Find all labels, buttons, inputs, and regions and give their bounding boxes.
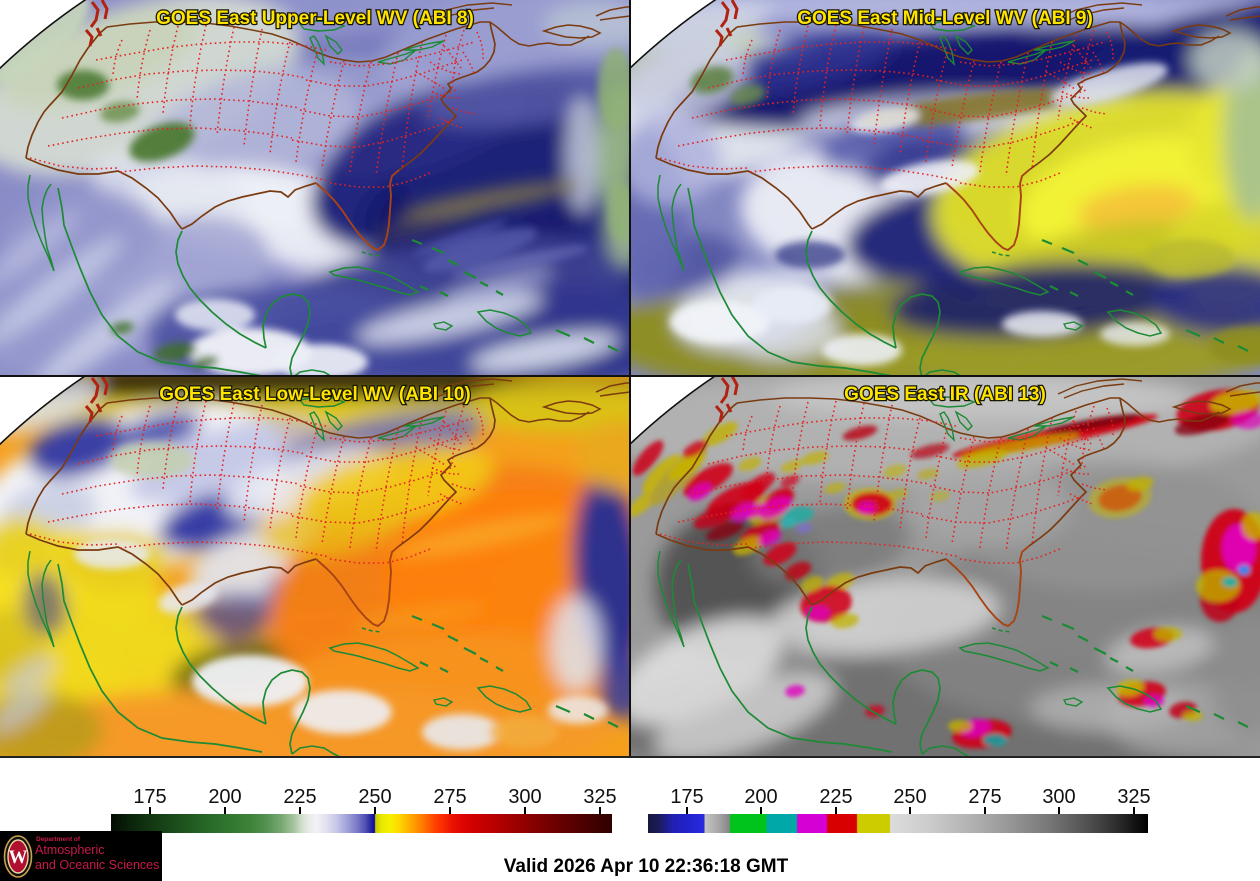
svg-text:W: W [9,847,28,868]
svg-text:GOES East IR (ABI 13): GOES East IR (ABI 13) [844,384,1046,405]
svg-text:GOES East Upper-Level WV (ABI: GOES East Upper-Level WV (ABI 8) [156,8,474,29]
svg-text:GOES East Mid-Level WV (ABI 9): GOES East Mid-Level WV (ABI 9) [797,8,1093,29]
svg-text:GOES East Low-Level WV (ABI 10: GOES East Low-Level WV (ABI 10) [159,384,470,405]
